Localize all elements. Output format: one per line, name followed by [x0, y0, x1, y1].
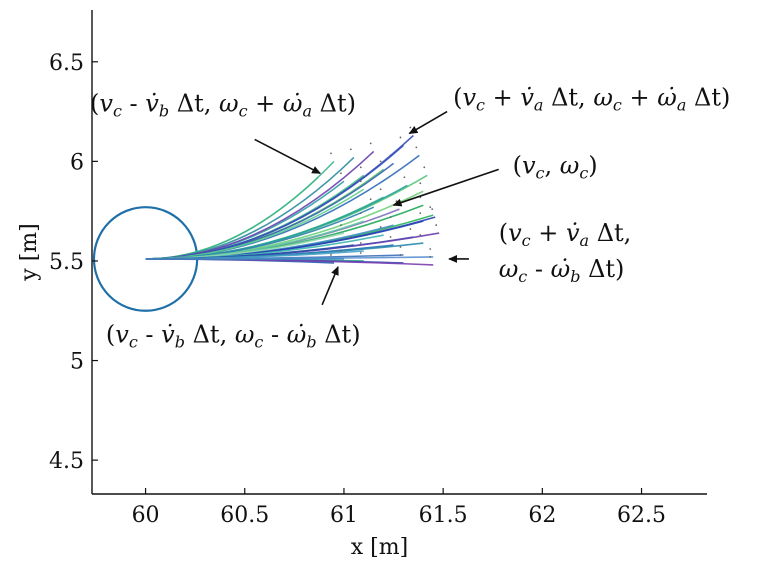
annotation-label: (vc​ + v̇a​ Δt, ωc​ + ω̇a​ Δt): [453, 84, 730, 115]
trajectory-end-dot: [399, 136, 402, 139]
trajectory-end-dot: [431, 208, 434, 211]
annotation-label: (vc​ + v̇a​ Δt,: [499, 219, 632, 250]
trajectory-end-dot: [340, 250, 342, 252]
trajectory-end-dot: [403, 176, 406, 179]
trajectory-end-dot: [409, 126, 412, 129]
trajectory-end-dot: [379, 226, 382, 228]
annotation-label: (vc​, ωc​): [513, 151, 598, 182]
trajectory-end-dot: [369, 198, 372, 201]
trajectory-end-dot: [359, 212, 362, 215]
x-axis-title: x [m]: [351, 535, 408, 560]
annotation-arrow: [408, 110, 448, 135]
plot-area: [92, 126, 440, 312]
trajectory-end-dot: [379, 160, 382, 163]
y-axis-title: y [m]: [17, 223, 42, 281]
x-tick-label: 61.5: [419, 503, 468, 528]
y-tick-label: 5.5: [49, 250, 84, 275]
annotation-arrow: [254, 138, 322, 175]
annotation-label: (vc​ - v̇b​ Δt, ωc​ + ω̇a​ Δt): [90, 90, 356, 121]
axes: 60 60.5 61 61.5 62 62.5 4.5 5 5.5 6 6.5 x [m] y [m]: [17, 10, 707, 560]
trajectory-end-dot: [399, 246, 402, 248]
trajectory-end-dot: [349, 236, 352, 238]
trajectory-end-dot: [399, 254, 402, 256]
annotation-arrow: [392, 168, 499, 207]
annotation-arrow: [321, 266, 339, 306]
trajectory-end-dot: [359, 180, 362, 183]
trajectory-end-dot: [429, 256, 432, 258]
trajectory-end-dot: [419, 212, 422, 215]
trajectory-end-dot: [423, 166, 426, 169]
trajectory-end-dot: [330, 254, 332, 256]
trajectory-end-dot: [389, 236, 392, 238]
trajectory-end-dot: [340, 172, 342, 175]
trajectory-end-dot: [429, 248, 432, 250]
trajectory-end-dot: [395, 200, 398, 203]
x-tick-label: 61: [330, 503, 358, 528]
trajectory-end-dot: [389, 216, 392, 219]
trajectory-end-dot: [359, 252, 362, 254]
trajectory-end-dot: [340, 224, 342, 226]
x-tick-label: 62.5: [617, 503, 666, 528]
trajectory-end-dot: [359, 166, 362, 169]
x-tick-label: 60.5: [220, 503, 269, 528]
trajectory-end-dot: [435, 224, 438, 226]
trajectory-end-dot: [409, 228, 412, 230]
x-tick-label: 60: [132, 503, 160, 528]
trajectory-end-dot: [379, 188, 382, 191]
trajectory-end-dot: [369, 142, 372, 145]
trajectory-end-dot: [330, 152, 332, 155]
y-tick-label: 6.5: [49, 51, 84, 76]
annotation-label: ωc​ - ω̇b​ Δt): [499, 255, 625, 286]
trajectory-end-dot: [349, 148, 352, 151]
trajectory-end-dot: [359, 242, 362, 244]
annotations: (vc​ - v̇b​ Δt, ωc​ + ω̇a​ Δt) (vc​ + v̇a…: [90, 84, 730, 352]
annotation-label: (vc​ - v̇b​ Δt, ωc​ - ω̇b​ Δt): [106, 321, 361, 352]
trajectory-end-dot: [429, 206, 432, 209]
y-tick-label: 5: [70, 350, 84, 375]
y-tick-label: 6: [70, 150, 84, 175]
trajectory-end-dot: [415, 146, 418, 149]
x-tick-label: 62: [528, 503, 556, 528]
trajectory-end-dot: [419, 234, 422, 236]
trajectory-end-dot: [419, 182, 422, 185]
y-tick-label: 4.5: [49, 449, 84, 474]
